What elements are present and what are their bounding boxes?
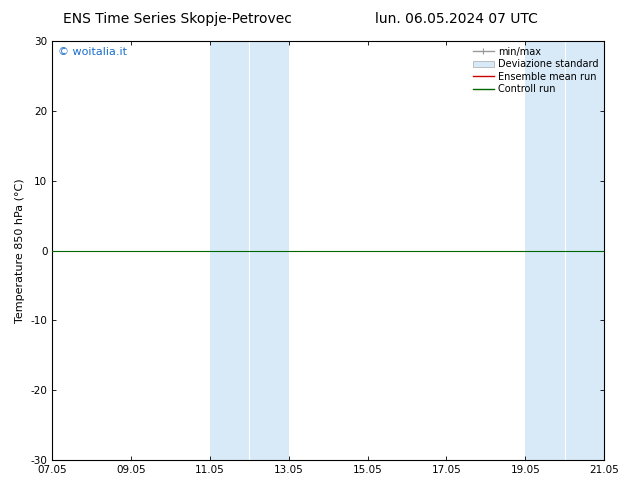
Text: ENS Time Series Skopje-Petrovec: ENS Time Series Skopje-Petrovec: [63, 12, 292, 26]
Y-axis label: Temperature 850 hPa (°C): Temperature 850 hPa (°C): [15, 178, 25, 323]
Bar: [565, 41, 604, 460]
Bar: [526, 41, 565, 460]
Legend: min/max, Deviazione standard, Ensemble mean run, Controll run: min/max, Deviazione standard, Ensemble m…: [469, 43, 602, 98]
Bar: [210, 41, 249, 460]
Text: lun. 06.05.2024 07 UTC: lun. 06.05.2024 07 UTC: [375, 12, 538, 26]
Text: © woitalia.it: © woitalia.it: [58, 48, 127, 57]
Bar: [249, 41, 289, 460]
